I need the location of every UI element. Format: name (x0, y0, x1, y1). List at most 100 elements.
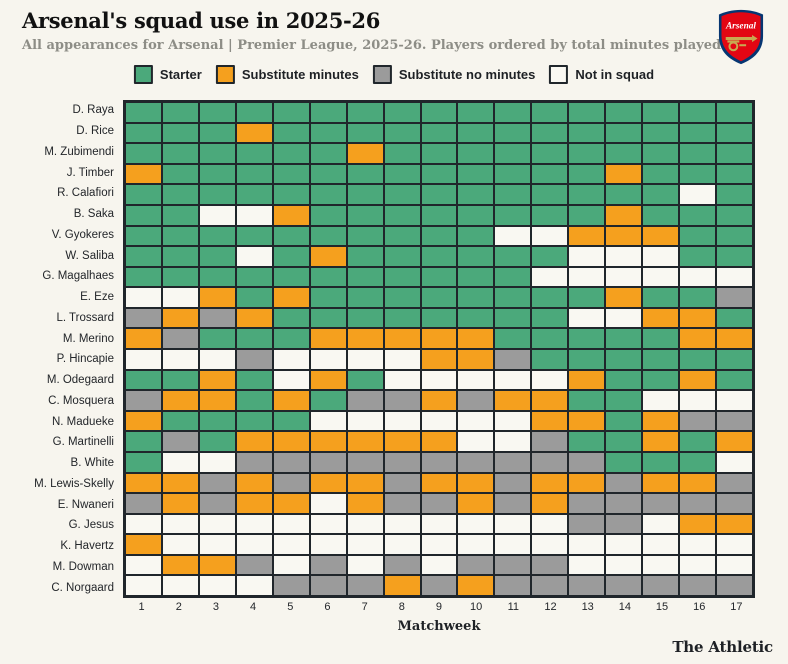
grid-cell (605, 369, 643, 391)
grid-cell (272, 451, 310, 473)
grid-cell (716, 410, 753, 432)
grid-cell (272, 534, 310, 555)
grid-cell (161, 369, 199, 391)
grid-cell (235, 225, 273, 247)
grid-cell (125, 554, 162, 576)
grid-cell (161, 451, 199, 473)
grid-cell (125, 287, 162, 308)
grid-cell (568, 451, 606, 473)
grid-cell (457, 287, 495, 308)
grid-cell (457, 575, 495, 596)
grid-cell (309, 451, 347, 473)
grid-cell (161, 287, 199, 308)
grid-cell (235, 307, 273, 329)
grid-cell (494, 369, 532, 391)
grid-cell (494, 307, 532, 329)
grid-cell (605, 431, 643, 452)
grid-cell (346, 349, 384, 370)
grid-cell (198, 122, 236, 144)
grid-cell (457, 554, 495, 576)
grid-cell (494, 431, 532, 452)
grid-cell (309, 143, 347, 164)
grid-cell (716, 493, 753, 514)
grid-cell (457, 472, 495, 494)
grid-cell (235, 493, 273, 514)
grid-cell (568, 493, 606, 514)
grid-cell (679, 369, 717, 391)
grid-cell (346, 431, 384, 452)
grid-cell (272, 472, 310, 494)
grid-cell (716, 349, 753, 370)
grid-cell (235, 328, 273, 349)
x-tick-label: 6 (324, 601, 331, 613)
grid-cell (198, 554, 236, 576)
grid-cell (161, 349, 199, 370)
grid-cell (642, 307, 680, 329)
grid-cell (383, 390, 421, 411)
grid-cell (346, 225, 384, 247)
player-label: C. Mosquera (48, 394, 114, 407)
grid-cell (346, 204, 384, 226)
grid-cell (125, 575, 162, 596)
player-label: D. Raya (72, 104, 114, 117)
grid-cell (272, 122, 310, 144)
grid-cell (346, 534, 384, 555)
legend-swatch-icon (549, 65, 569, 84)
grid-cell (383, 534, 421, 555)
grid-cell (198, 328, 236, 349)
grid-cell (235, 369, 273, 391)
grid-cell (420, 575, 458, 596)
grid-cell (383, 246, 421, 267)
grid-cell (568, 122, 606, 144)
grid-cell (679, 431, 717, 452)
grid-cell (346, 451, 384, 473)
legend-swatch-icon (215, 65, 235, 84)
grid-cell (198, 431, 236, 452)
grid-cell (605, 575, 643, 596)
grid-cell (235, 349, 273, 370)
grid-cell (605, 122, 643, 144)
grid-cell (494, 349, 532, 370)
grid-cell (642, 534, 680, 555)
grid-cell (716, 328, 753, 349)
page-title: Arsenal's squad use in 2025-26 (22, 8, 381, 33)
grid-cell (161, 328, 199, 349)
grid-cell (457, 204, 495, 226)
grid-cell (309, 554, 347, 576)
grid-cell (383, 328, 421, 349)
grid-cell (198, 575, 236, 596)
grid-cell (420, 102, 458, 123)
x-tick-label: 13 (581, 601, 594, 613)
player-label: M. Zubimendi (44, 145, 114, 158)
grid-cell (679, 246, 717, 267)
grid-cell (198, 143, 236, 164)
grid-cell (161, 102, 199, 123)
grid-cell (235, 204, 273, 226)
x-tick-label: 7 (361, 601, 368, 613)
legend-swatch-icon (133, 65, 153, 84)
grid-cell (161, 410, 199, 432)
grid-cell (457, 369, 495, 391)
x-tick-label: 11 (507, 601, 520, 613)
grid-cell (272, 307, 310, 329)
grid-cell (494, 410, 532, 432)
grid-cell (679, 349, 717, 370)
grid-cell (198, 534, 236, 555)
grid-cell (420, 328, 458, 349)
grid-cell (346, 328, 384, 349)
grid-cell (383, 472, 421, 494)
grid-cell (309, 431, 347, 452)
grid-cell (568, 246, 606, 267)
grid-cell (198, 225, 236, 247)
grid-cell (309, 513, 347, 535)
grid-cell (125, 102, 162, 123)
grid-cell (605, 513, 643, 535)
grid-cell (198, 163, 236, 185)
player-label: L. Trossard (56, 311, 114, 324)
grid-cell (420, 163, 458, 185)
grid-cell (383, 554, 421, 576)
grid-cell (531, 266, 569, 288)
grid-cell (568, 204, 606, 226)
grid-cell (531, 328, 569, 349)
grid-cell (420, 184, 458, 205)
